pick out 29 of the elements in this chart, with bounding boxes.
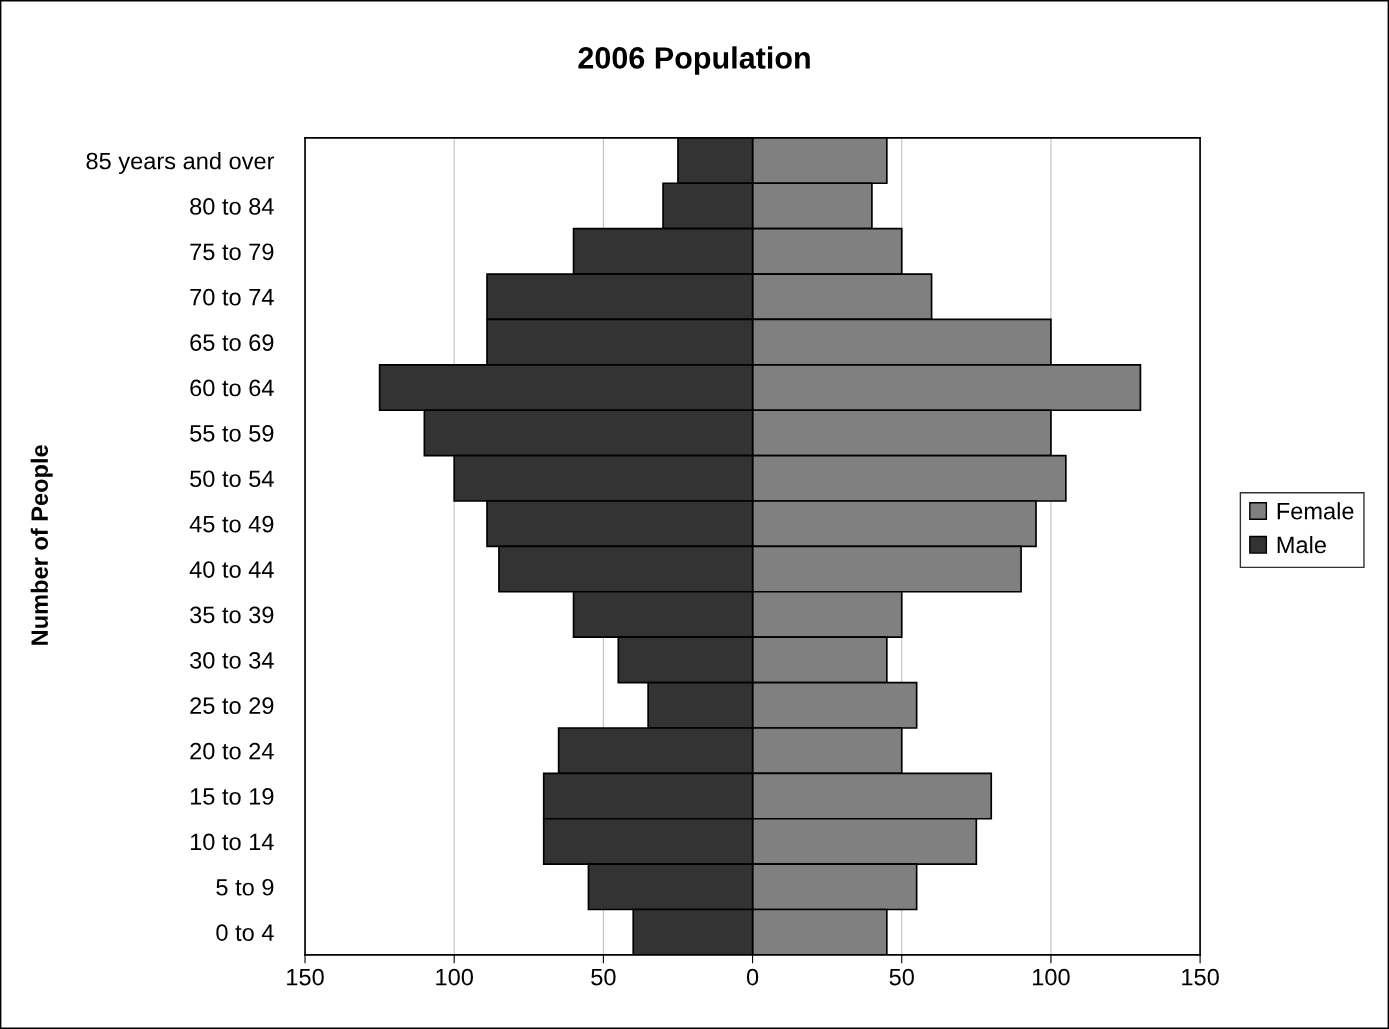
y-tick-label: 20 to 24: [190, 742, 274, 760]
y-axis-title: Number of People: [30, 445, 53, 645]
y-tick-label: 55 to 59: [190, 424, 274, 442]
y-tick-label: 65 to 69: [190, 334, 274, 351]
y-tick-label: 40 to 44: [189, 561, 274, 578]
y-tick-label: 15 to 19: [190, 788, 274, 805]
x-tick-label: 150: [1182, 968, 1219, 986]
x-tick-label: 50: [889, 968, 914, 986]
y-tick-label: 60 to 64: [190, 379, 274, 397]
y-tick-label: 10 to 14: [190, 833, 274, 851]
legend-label: Male: [1277, 535, 1326, 554]
y-tick-label: 50 to 54: [190, 470, 274, 488]
y-tick-label: 85 years and over: [86, 152, 275, 175]
y-tick-label: 45 to 49: [189, 515, 274, 533]
y-tick-label: 80 to 84: [190, 198, 274, 215]
y-tick-label: 30 to 34: [190, 651, 274, 669]
x-tick-label: 0: [746, 968, 759, 986]
x-tick-label: 50: [591, 968, 616, 986]
y-tick-label: 5 to 9: [216, 878, 274, 896]
y-tick-label: 70 to 74: [190, 288, 274, 306]
x-tick-label: 100: [1033, 968, 1070, 986]
y-tick-label: 75 to 79: [190, 243, 274, 261]
legend-label: Female: [1277, 502, 1354, 520]
y-tick-label: 25 to 29: [190, 697, 274, 715]
x-tick-label: 150: [287, 968, 324, 986]
x-tick-label: 100: [436, 968, 473, 986]
chart-title: 2006 Population: [578, 46, 810, 75]
y-tick-label: 0 to 4: [216, 924, 274, 941]
y-tick-label: 35 to 39: [190, 606, 274, 624]
